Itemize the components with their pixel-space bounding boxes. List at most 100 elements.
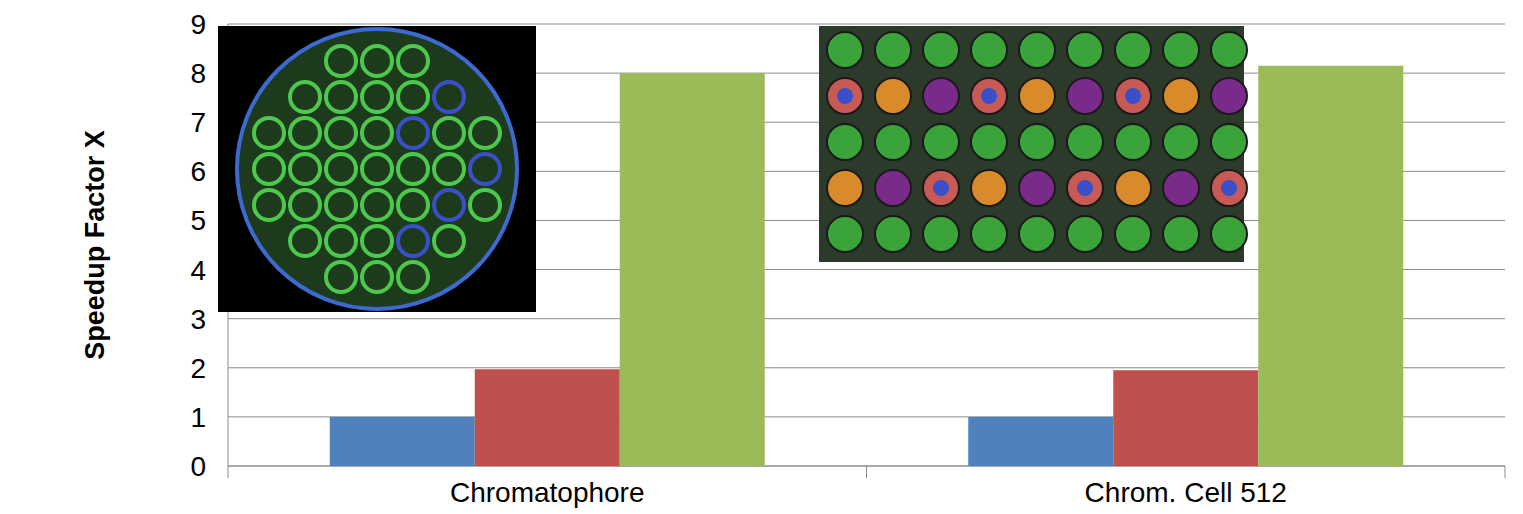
x-tick <box>866 466 867 478</box>
inset-detail <box>1163 170 1199 206</box>
inset-detail <box>875 216 911 252</box>
inset-detail <box>827 216 863 252</box>
inset-detail <box>470 154 500 184</box>
bar <box>1258 66 1403 466</box>
inset-detail <box>290 154 320 184</box>
y-tick-label: 0 <box>190 451 206 482</box>
inset-detail <box>1211 170 1247 206</box>
inset-detail <box>398 190 428 220</box>
bar <box>330 417 475 466</box>
inset-detail <box>1163 78 1199 114</box>
y-axis-title: Speedup Factor X <box>80 130 110 360</box>
chart-root: 0123456789Speedup Factor XChromatophoreC… <box>0 0 1523 514</box>
x-tick <box>228 466 229 478</box>
inset-detail <box>1115 216 1151 252</box>
inset-detail <box>1019 170 1055 206</box>
inset-detail <box>1163 216 1199 252</box>
inset-detail <box>470 190 500 220</box>
inset-detail <box>398 118 428 148</box>
x-tick-label: Chrom. Cell 512 <box>1085 477 1287 508</box>
inset-detail <box>1019 32 1055 68</box>
y-tick-label: 1 <box>190 402 206 433</box>
inset-detail <box>1221 180 1237 196</box>
inset-detail <box>827 170 863 206</box>
inset-detail <box>827 78 863 114</box>
inset-detail <box>1019 124 1055 160</box>
y-tick-label: 3 <box>190 304 206 335</box>
inset-detail <box>875 124 911 160</box>
inset-detail <box>875 170 911 206</box>
y-tick-label: 7 <box>190 107 206 138</box>
bar <box>968 417 1113 466</box>
inset-detail <box>362 118 392 148</box>
inset-detail <box>434 226 464 256</box>
inset-detail <box>1067 124 1103 160</box>
inset-detail <box>1067 78 1103 114</box>
inset-detail <box>434 118 464 148</box>
inset-detail <box>923 170 959 206</box>
inset-detail <box>326 226 356 256</box>
y-tick-label: 6 <box>190 156 206 187</box>
inset-detail <box>290 118 320 148</box>
inset-detail <box>1115 124 1151 160</box>
inset-detail <box>1019 78 1055 114</box>
inset-detail <box>362 226 392 256</box>
inset-detail <box>326 262 356 292</box>
inset-detail <box>1211 216 1247 252</box>
inset-detail <box>1115 78 1151 114</box>
inset-detail <box>971 32 1007 68</box>
inset-detail <box>1115 32 1151 68</box>
inset-detail <box>1163 124 1199 160</box>
inset-detail <box>398 82 428 112</box>
inset-detail <box>470 118 500 148</box>
inset-detail <box>875 78 911 114</box>
inset-detail <box>1067 32 1103 68</box>
inset-detail <box>290 190 320 220</box>
inset-detail <box>362 190 392 220</box>
inset-detail <box>398 226 428 256</box>
inset-detail <box>362 262 392 292</box>
inset-detail <box>875 32 911 68</box>
y-tick-label: 4 <box>190 255 206 286</box>
inset-detail <box>398 46 428 76</box>
inset-detail <box>923 216 959 252</box>
inset-detail <box>1163 32 1199 68</box>
y-tick-label: 8 <box>190 58 206 89</box>
inset-detail <box>981 88 997 104</box>
inset-detail <box>434 190 464 220</box>
inset-detail <box>362 82 392 112</box>
inset-detail <box>923 124 959 160</box>
inset-detail <box>1125 88 1141 104</box>
inset-detail <box>923 32 959 68</box>
bar <box>1113 370 1258 466</box>
inset-image-left <box>218 26 536 312</box>
inset-detail <box>326 82 356 112</box>
inset-detail <box>1211 124 1247 160</box>
inset-detail <box>1019 216 1055 252</box>
inset-detail <box>933 180 949 196</box>
bar <box>475 369 620 466</box>
inset-detail <box>326 154 356 184</box>
inset-detail <box>254 190 284 220</box>
y-tick-label: 5 <box>190 205 206 236</box>
inset-detail <box>837 88 853 104</box>
inset-detail <box>971 216 1007 252</box>
inset-detail <box>362 154 392 184</box>
inset-detail <box>923 78 959 114</box>
inset-detail <box>290 82 320 112</box>
inset-detail <box>398 154 428 184</box>
inset-detail <box>1115 170 1151 206</box>
inset-detail <box>1077 180 1093 196</box>
chart-svg: 0123456789Speedup Factor XChromatophoreC… <box>0 0 1523 514</box>
inset-detail <box>827 32 863 68</box>
y-tick-label: 2 <box>190 353 206 384</box>
inset-detail <box>971 124 1007 160</box>
x-tick <box>1505 466 1506 478</box>
inset-detail <box>1067 170 1103 206</box>
inset-detail <box>827 124 863 160</box>
inset-detail <box>254 118 284 148</box>
inset-detail <box>971 170 1007 206</box>
y-tick-label: 9 <box>190 9 206 40</box>
grid-line <box>228 24 1505 25</box>
bars <box>330 66 1404 466</box>
